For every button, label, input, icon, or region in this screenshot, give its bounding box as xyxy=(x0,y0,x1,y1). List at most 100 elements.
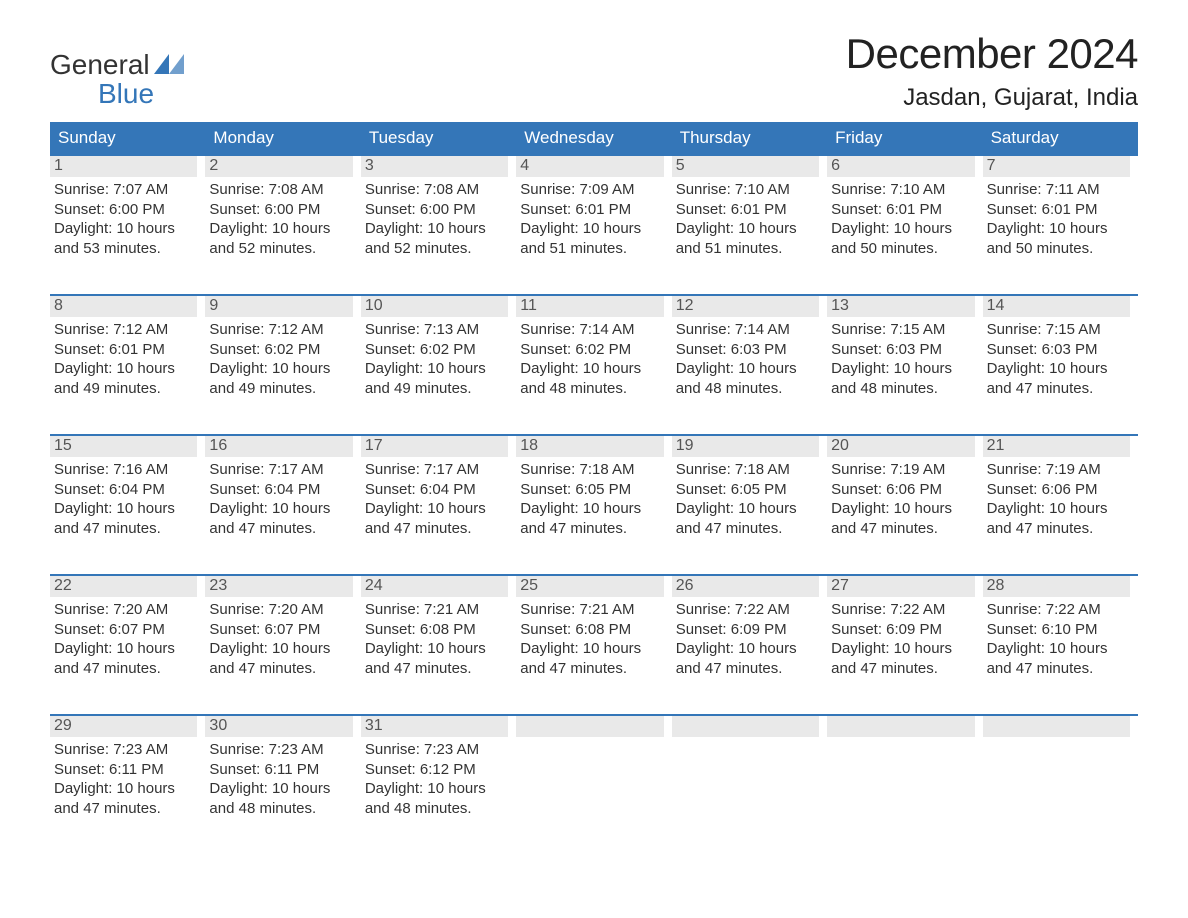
daylight-text: Daylight: 10 hours xyxy=(54,219,197,239)
daylight-text: and 48 minutes. xyxy=(365,799,508,819)
day-number: 9 xyxy=(205,296,352,317)
day-number: 28 xyxy=(983,576,1130,597)
sunrise-text: Sunrise: 7:08 AM xyxy=(365,180,508,200)
day-number: 6 xyxy=(827,156,974,177)
day-number: . xyxy=(516,716,663,737)
day-number: 16 xyxy=(205,436,352,457)
day-number: 10 xyxy=(361,296,508,317)
sunset-text: Sunset: 6:00 PM xyxy=(209,200,352,220)
sunset-text: Sunset: 6:01 PM xyxy=(987,200,1130,220)
day-content: Sunrise: 7:14 AMSunset: 6:02 PMDaylight:… xyxy=(516,317,663,398)
daylight-text: and 48 minutes. xyxy=(209,799,352,819)
daylight-text: and 48 minutes. xyxy=(831,379,974,399)
sunrise-text: Sunrise: 7:11 AM xyxy=(987,180,1130,200)
day-cell: 28Sunrise: 7:22 AMSunset: 6:10 PMDayligh… xyxy=(983,576,1138,696)
day-cell: 2Sunrise: 7:08 AMSunset: 6:00 PMDaylight… xyxy=(205,156,360,276)
day-content: Sunrise: 7:12 AMSunset: 6:02 PMDaylight:… xyxy=(205,317,352,398)
day-cell: 18Sunrise: 7:18 AMSunset: 6:05 PMDayligh… xyxy=(516,436,671,556)
sunrise-text: Sunrise: 7:23 AM xyxy=(365,740,508,760)
weekday-header: Sunday xyxy=(50,122,205,154)
day-cell: 15Sunrise: 7:16 AMSunset: 6:04 PMDayligh… xyxy=(50,436,205,556)
day-number: 2 xyxy=(205,156,352,177)
sunset-text: Sunset: 6:09 PM xyxy=(831,620,974,640)
month-title: December 2024 xyxy=(846,30,1138,78)
sunset-text: Sunset: 6:02 PM xyxy=(209,340,352,360)
day-cell: 21Sunrise: 7:19 AMSunset: 6:06 PMDayligh… xyxy=(983,436,1138,556)
sunset-text: Sunset: 6:12 PM xyxy=(365,760,508,780)
daylight-text: Daylight: 10 hours xyxy=(365,499,508,519)
daylight-text: and 47 minutes. xyxy=(520,519,663,539)
day-number: . xyxy=(827,716,974,737)
daylight-text: and 52 minutes. xyxy=(365,239,508,259)
daylight-text: Daylight: 10 hours xyxy=(365,219,508,239)
day-number: 13 xyxy=(827,296,974,317)
daylight-text: Daylight: 10 hours xyxy=(987,639,1130,659)
day-cell: 7Sunrise: 7:11 AMSunset: 6:01 PMDaylight… xyxy=(983,156,1138,276)
daylight-text: and 47 minutes. xyxy=(365,519,508,539)
daylight-text: Daylight: 10 hours xyxy=(365,359,508,379)
daylight-text: Daylight: 10 hours xyxy=(676,639,819,659)
day-cell: 17Sunrise: 7:17 AMSunset: 6:04 PMDayligh… xyxy=(361,436,516,556)
daylight-text: and 47 minutes. xyxy=(54,799,197,819)
sunrise-text: Sunrise: 7:22 AM xyxy=(831,600,974,620)
week-row: 15Sunrise: 7:16 AMSunset: 6:04 PMDayligh… xyxy=(50,434,1138,556)
day-number: 30 xyxy=(205,716,352,737)
day-cell: . xyxy=(672,716,827,836)
day-content: Sunrise: 7:15 AMSunset: 6:03 PMDaylight:… xyxy=(983,317,1130,398)
daylight-text: Daylight: 10 hours xyxy=(831,499,974,519)
sunset-text: Sunset: 6:11 PM xyxy=(209,760,352,780)
day-content: Sunrise: 7:15 AMSunset: 6:03 PMDaylight:… xyxy=(827,317,974,398)
day-number: 23 xyxy=(205,576,352,597)
day-content: Sunrise: 7:11 AMSunset: 6:01 PMDaylight:… xyxy=(983,177,1130,258)
day-number: . xyxy=(672,716,819,737)
day-content: Sunrise: 7:10 AMSunset: 6:01 PMDaylight:… xyxy=(827,177,974,258)
daylight-text: Daylight: 10 hours xyxy=(209,359,352,379)
sunset-text: Sunset: 6:06 PM xyxy=(987,480,1130,500)
sunset-text: Sunset: 6:04 PM xyxy=(209,480,352,500)
logo-text-general: General xyxy=(50,50,150,79)
day-number: 11 xyxy=(516,296,663,317)
sunset-text: Sunset: 6:03 PM xyxy=(987,340,1130,360)
day-number: 26 xyxy=(672,576,819,597)
daylight-text: and 51 minutes. xyxy=(676,239,819,259)
daylight-text: and 49 minutes. xyxy=(209,379,352,399)
day-number: 1 xyxy=(50,156,197,177)
day-content: Sunrise: 7:23 AMSunset: 6:12 PMDaylight:… xyxy=(361,737,508,818)
day-number: 22 xyxy=(50,576,197,597)
sunrise-text: Sunrise: 7:09 AM xyxy=(520,180,663,200)
sunrise-text: Sunrise: 7:21 AM xyxy=(365,600,508,620)
day-number: 4 xyxy=(516,156,663,177)
daylight-text: Daylight: 10 hours xyxy=(54,779,197,799)
sunrise-text: Sunrise: 7:14 AM xyxy=(676,320,819,340)
daylight-text: and 47 minutes. xyxy=(520,659,663,679)
logo-flag-icon xyxy=(154,50,184,79)
day-cell: 12Sunrise: 7:14 AMSunset: 6:03 PMDayligh… xyxy=(672,296,827,416)
sunrise-text: Sunrise: 7:10 AM xyxy=(676,180,819,200)
weekday-header: Wednesday xyxy=(516,122,671,154)
sunrise-text: Sunrise: 7:14 AM xyxy=(520,320,663,340)
daylight-text: and 50 minutes. xyxy=(987,239,1130,259)
sunrise-text: Sunrise: 7:17 AM xyxy=(365,460,508,480)
day-number: 24 xyxy=(361,576,508,597)
day-cell: 29Sunrise: 7:23 AMSunset: 6:11 PMDayligh… xyxy=(50,716,205,836)
day-number: 15 xyxy=(50,436,197,457)
sunset-text: Sunset: 6:10 PM xyxy=(987,620,1130,640)
day-content: Sunrise: 7:22 AMSunset: 6:10 PMDaylight:… xyxy=(983,597,1130,678)
week-row: 8Sunrise: 7:12 AMSunset: 6:01 PMDaylight… xyxy=(50,294,1138,416)
day-content: Sunrise: 7:19 AMSunset: 6:06 PMDaylight:… xyxy=(827,457,974,538)
sunrise-text: Sunrise: 7:18 AM xyxy=(676,460,819,480)
sunset-text: Sunset: 6:05 PM xyxy=(676,480,819,500)
day-cell: 31Sunrise: 7:23 AMSunset: 6:12 PMDayligh… xyxy=(361,716,516,836)
week-row: 22 Sunrise: 7:20 AMSunset: 6:07 PMDayligh… xyxy=(50,574,1138,696)
daylight-text: Daylight: 10 hours xyxy=(831,359,974,379)
day-content: Sunrise: 7:20 AMSunset: 6:07 PMDaylight:… xyxy=(205,597,352,678)
daylight-text: and 47 minutes. xyxy=(831,519,974,539)
day-content: Sunrise: 7:10 AMSunset: 6:01 PMDaylight:… xyxy=(672,177,819,258)
daylight-text: and 49 minutes. xyxy=(365,379,508,399)
sunset-text: Sunset: 6:02 PM xyxy=(520,340,663,360)
sunrise-text: Sunrise: 7:22 AM xyxy=(676,600,819,620)
sunset-text: Sunset: 6:11 PM xyxy=(54,760,197,780)
daylight-text: Daylight: 10 hours xyxy=(209,639,352,659)
daylight-text: Daylight: 10 hours xyxy=(54,639,197,659)
sunrise-text: Sunrise: 7:18 AM xyxy=(520,460,663,480)
